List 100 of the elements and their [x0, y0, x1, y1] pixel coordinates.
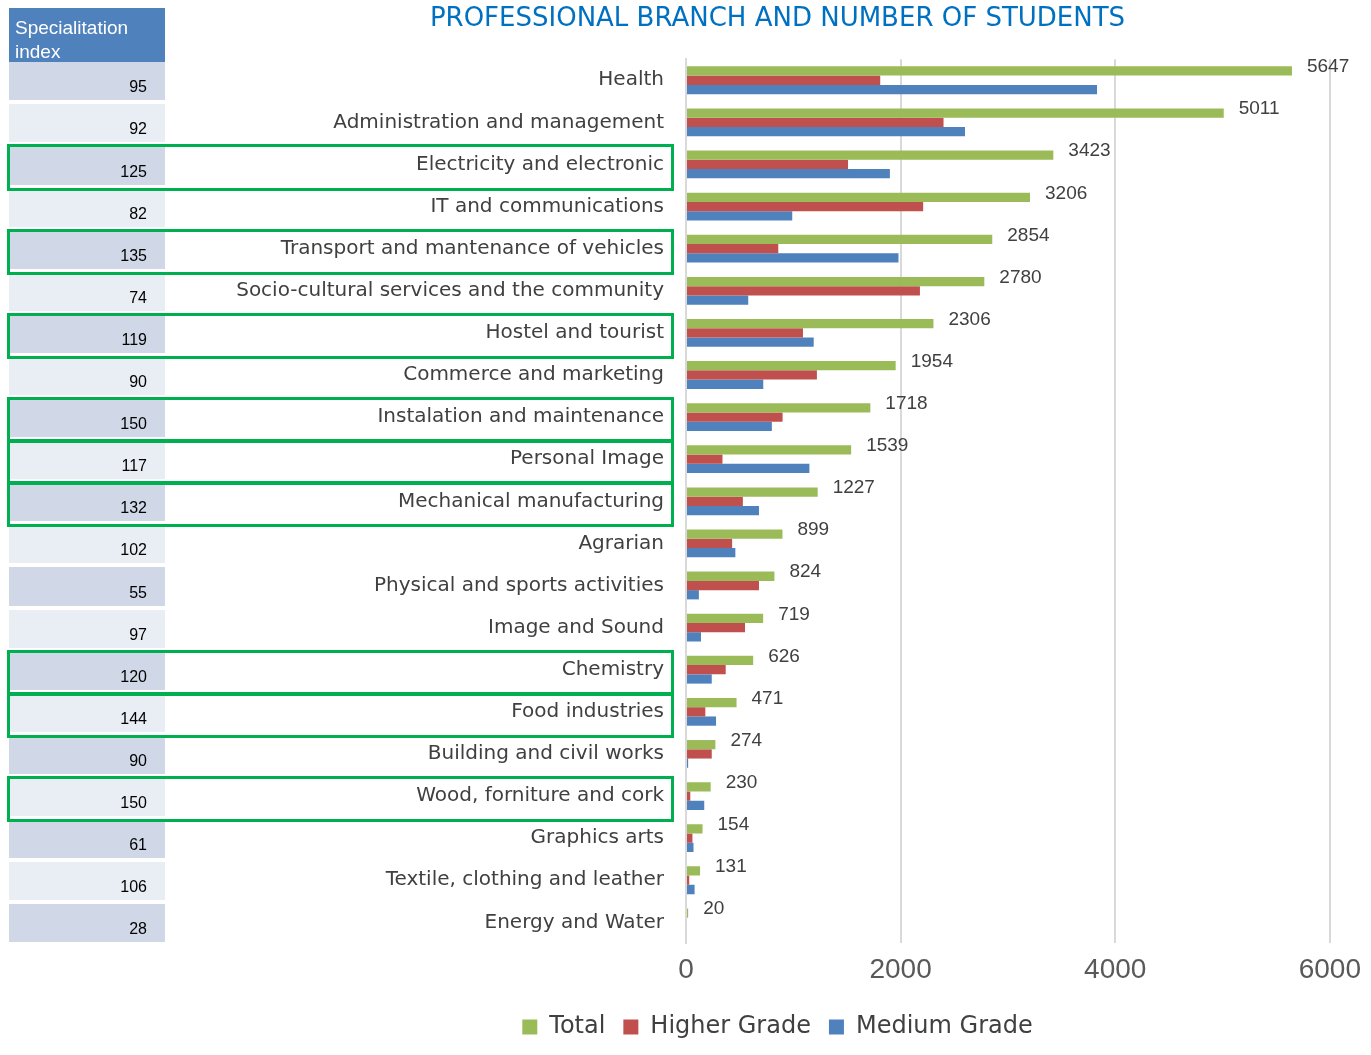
data-label: 1539	[866, 434, 909, 456]
data-label: 1718	[885, 392, 928, 414]
bar	[687, 234, 993, 245]
y-tick-label: Image and Sound	[488, 613, 664, 638]
data-label: 1227	[832, 476, 875, 498]
data-label: 117	[9, 441, 165, 480]
data-label: 135	[9, 230, 165, 269]
y-tick-label: Administration and management	[333, 108, 665, 133]
data-label: 90	[9, 735, 165, 774]
data-label: 719	[778, 602, 810, 624]
data-label: 626	[768, 644, 800, 666]
bar	[687, 159, 849, 170]
bar	[687, 505, 759, 516]
data-label: 125	[9, 146, 165, 185]
bar	[687, 126, 965, 137]
data-label: 61	[9, 820, 165, 859]
bar	[687, 75, 881, 85]
legend-label: Total	[548, 1011, 606, 1040]
bar	[687, 833, 693, 843]
text: Specialitation index	[9, 8, 165, 72]
bar	[687, 538, 733, 549]
data-label: 824	[789, 560, 822, 582]
y-tick-label: Transport and mantenance of vehicles	[279, 234, 664, 259]
bar	[687, 150, 1054, 160]
bar	[687, 697, 737, 708]
y-tick-label: Graphics arts	[530, 824, 664, 849]
data-label: 20	[703, 897, 725, 919]
y-tick-label: Health	[598, 66, 664, 91]
bar	[687, 632, 702, 642]
data-label: 92	[9, 104, 165, 143]
bar	[687, 590, 699, 600]
bar	[687, 580, 759, 591]
bar	[687, 496, 743, 506]
data-label: 230	[725, 771, 758, 792]
bar	[687, 108, 1224, 118]
bar	[687, 84, 1097, 95]
data-label: 471	[751, 686, 784, 708]
bar	[687, 276, 985, 287]
data-label: 2854	[1007, 223, 1050, 245]
data-label: 5647	[1306, 55, 1350, 77]
data-label: 150	[9, 399, 165, 438]
y-tick-label: Instalation and maintenance	[377, 403, 664, 428]
y-tick-label: Commerce and marketing	[403, 361, 664, 386]
bar	[687, 337, 814, 347]
data-label: 82	[9, 188, 165, 227]
data-label: 119	[9, 314, 165, 353]
data-label: 150	[9, 777, 165, 817]
bar	[687, 201, 924, 212]
x-tick-label: 4000	[1084, 952, 1147, 984]
bar	[687, 740, 716, 750]
data-label: 2780	[999, 265, 1042, 287]
bar	[687, 884, 695, 895]
bar	[687, 842, 694, 853]
bar	[687, 454, 723, 464]
x-tick-label: 2000	[869, 952, 932, 984]
bar	[687, 318, 934, 329]
data-label: 97	[9, 609, 165, 648]
y-tick-label: Socio-cultural services and the community	[236, 276, 665, 301]
legend-label: Medium Grade	[855, 1011, 1033, 1040]
data-label: 144	[9, 693, 165, 732]
data-label: 90	[9, 356, 165, 396]
bar	[687, 824, 703, 834]
data-label: 5011	[1238, 97, 1280, 119]
bar	[687, 421, 772, 431]
bar	[687, 487, 818, 497]
bar	[687, 403, 871, 413]
y-tick-label: IT and communications	[430, 192, 664, 217]
x-tick-label: 0	[678, 952, 694, 984]
data-label: 102	[9, 525, 165, 564]
data-label: 120	[9, 651, 165, 690]
bar	[687, 655, 754, 666]
data-label: 2306	[948, 307, 991, 329]
bar	[687, 66, 1292, 76]
data-label: 274	[730, 728, 763, 750]
data-label: 3206	[1045, 181, 1088, 203]
bar	[687, 445, 852, 455]
y-tick-label: Hostel and tourist	[485, 319, 665, 344]
bar	[687, 244, 779, 254]
y-tick-label: Physical and sports activities	[373, 571, 664, 596]
y-tick-label: Building and civil works	[427, 740, 664, 765]
chart-title: PROFESSIONAL BRANCH AND NUMBER OF STUDENTS	[429, 2, 1126, 33]
bar	[687, 169, 890, 179]
bar	[687, 571, 775, 581]
bar	[687, 379, 764, 389]
legend-label: Higher Grade	[650, 1011, 811, 1040]
bar	[687, 361, 896, 371]
bar	[687, 866, 701, 876]
bar	[687, 665, 726, 675]
data-label: 55	[9, 567, 165, 606]
y-tick-label: Electricity and electronic	[416, 150, 664, 175]
bar	[687, 749, 712, 759]
bar	[687, 253, 899, 263]
y-tick-label: Food industries	[511, 698, 664, 723]
bar	[687, 800, 705, 810]
data-label: 28	[9, 904, 165, 943]
bar	[687, 707, 706, 717]
bar	[687, 295, 749, 305]
y-tick-label: Agrarian	[578, 529, 664, 554]
bar	[687, 791, 691, 801]
data-label: 74	[9, 272, 165, 311]
